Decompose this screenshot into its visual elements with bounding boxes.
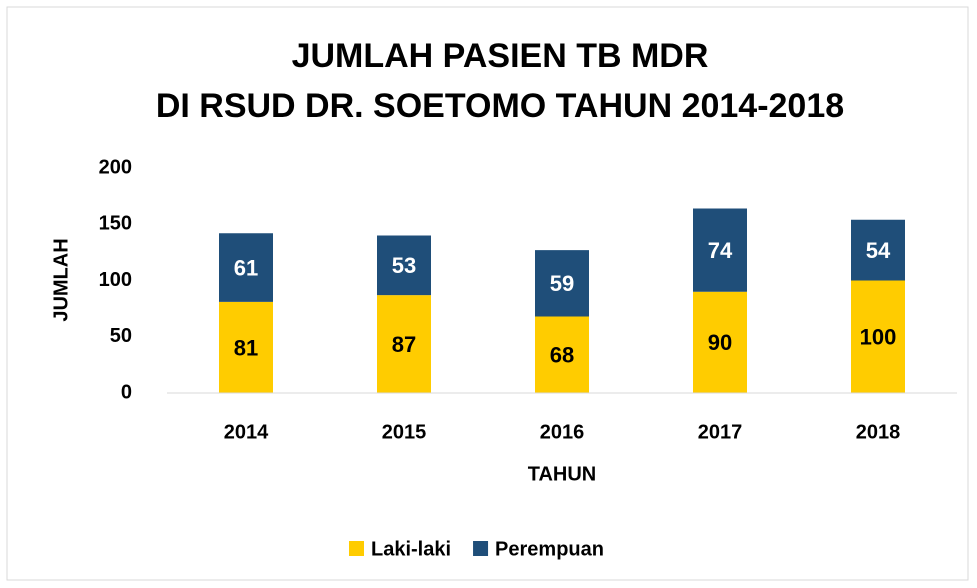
bar-segment (377, 295, 431, 393)
chart-border (6, 6, 969, 581)
bar-segment (219, 233, 273, 302)
data-label: 61 (234, 255, 258, 280)
y-tick-label: 200 (99, 156, 132, 178)
x-tick-label: 2016 (540, 421, 585, 443)
data-label: 81 (234, 335, 258, 360)
data-label: 100 (860, 325, 897, 350)
x-tick-label: 2017 (698, 421, 743, 443)
x-tick-label: 2014 (224, 421, 269, 443)
data-label: 90 (708, 330, 732, 355)
y-tick-label: 150 (99, 213, 132, 235)
y-tick-label: 0 (121, 381, 132, 403)
y-tick-label: 50 (110, 325, 132, 347)
legend-swatch (473, 541, 489, 556)
data-label: 74 (708, 238, 733, 263)
chart-title: DI RSUD DR. SOETOMO TAHUN 2014-2018 (156, 87, 844, 125)
bar-segment (851, 219, 905, 281)
bar-segment (535, 250, 589, 317)
legend-swatch (349, 541, 364, 556)
legend-label: Perempuan (495, 538, 604, 560)
bar-segment (693, 291, 747, 393)
chart-title: JUMLAH PASIEN TB MDR (292, 37, 709, 75)
y-tick-label: 100 (99, 269, 132, 291)
x-tick-label: 2018 (856, 421, 901, 443)
data-label: 68 (550, 343, 574, 368)
data-label: 59 (550, 271, 574, 296)
bar-segment (693, 208, 747, 292)
x-axis-label: TAHUN (528, 463, 597, 485)
legend-label: Laki-laki (371, 538, 451, 560)
bar-segment (377, 235, 431, 296)
y-axis-label: JUMLAH (50, 238, 72, 321)
data-label: 87 (392, 332, 416, 357)
data-label: 53 (392, 253, 416, 278)
bar-segment (535, 316, 589, 393)
bar-segment (851, 280, 905, 393)
bar-segment (219, 301, 273, 393)
data-label: 54 (866, 238, 891, 263)
x-tick-label: 2015 (382, 421, 427, 443)
